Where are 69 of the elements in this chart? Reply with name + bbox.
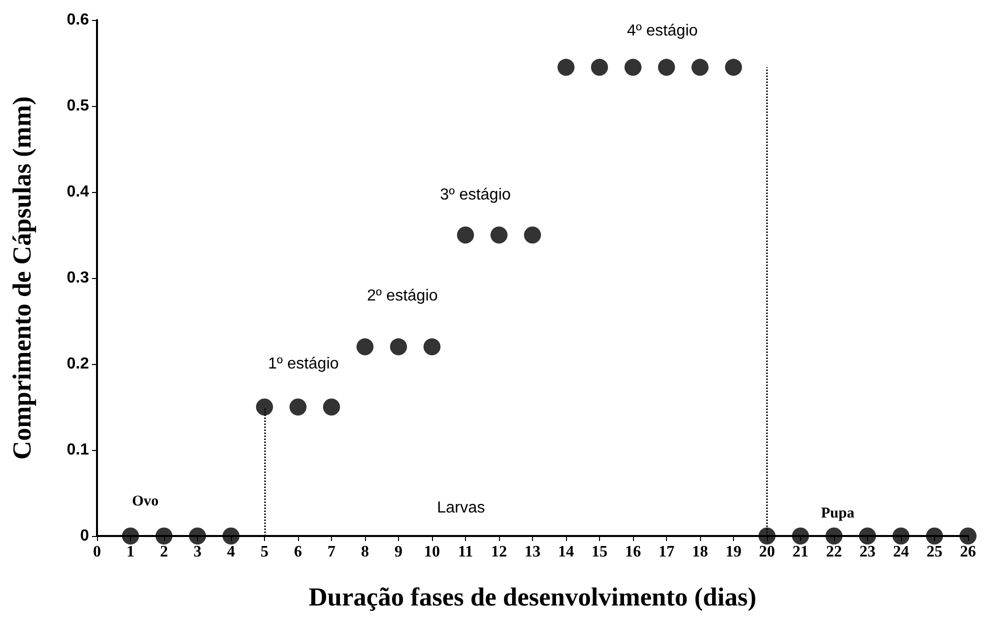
x-tick-label: 20 bbox=[759, 544, 775, 560]
point bbox=[792, 528, 809, 544]
point bbox=[457, 226, 474, 244]
point bbox=[323, 398, 340, 416]
y-tick-label: 0.5 bbox=[66, 98, 90, 114]
y-tick-label: 0.2 bbox=[66, 356, 90, 372]
x-tick-label: 11 bbox=[458, 544, 474, 560]
y-tick-label: 0.3 bbox=[66, 270, 90, 286]
y-tick-label: 0.6 bbox=[66, 12, 90, 28]
point bbox=[960, 528, 976, 544]
x-tick-label: 6 bbox=[294, 544, 302, 560]
annotation: 3º estágio bbox=[440, 186, 511, 204]
annotation: Larvas bbox=[437, 500, 486, 516]
annotation: 1º estágio bbox=[268, 356, 339, 372]
point bbox=[290, 398, 306, 416]
x-tick-label: 21 bbox=[792, 544, 808, 560]
point bbox=[122, 528, 139, 544]
x-tick-label: 24 bbox=[893, 544, 909, 560]
x-tick-label: 15 bbox=[592, 544, 608, 560]
x-tick-label: 8 bbox=[361, 544, 369, 560]
annotation: 2º estágio bbox=[367, 288, 438, 304]
point bbox=[658, 58, 675, 76]
annotation: Ovo bbox=[132, 494, 159, 510]
point bbox=[859, 528, 876, 544]
x-tick-label: 17 bbox=[658, 544, 674, 560]
point bbox=[256, 398, 273, 416]
x-tick-label: 5 bbox=[260, 544, 268, 560]
point bbox=[189, 528, 206, 544]
x-tick-label: 3 bbox=[194, 544, 202, 560]
x-tick-label: 2 bbox=[160, 544, 168, 560]
x-tick-label: 14 bbox=[558, 544, 574, 560]
point bbox=[524, 226, 541, 244]
x-tick-label: 13 bbox=[524, 544, 540, 560]
x-tick-label: 1 bbox=[126, 544, 134, 560]
x-tick-label: 26 bbox=[960, 544, 976, 560]
point bbox=[222, 528, 240, 544]
x-tick-label: 0 bbox=[93, 544, 101, 560]
annotation: 4º estágio bbox=[627, 22, 698, 40]
y-tick-label: 0.1 bbox=[66, 442, 90, 458]
x-tick-label: 10 bbox=[424, 544, 440, 560]
point bbox=[424, 338, 440, 356]
point bbox=[591, 58, 608, 76]
y-tick-label: 0.4 bbox=[66, 184, 90, 200]
x-tick-label: 18 bbox=[692, 544, 708, 560]
point bbox=[892, 528, 910, 544]
annotation: Pupa bbox=[821, 506, 855, 522]
point bbox=[558, 58, 574, 76]
point bbox=[725, 58, 742, 76]
x-tick-label: 4 bbox=[227, 544, 235, 560]
x-tick-label: 12 bbox=[491, 544, 507, 560]
point bbox=[926, 528, 943, 544]
x-axis-title: Duração fases de desenvolvimento (dias) bbox=[308, 582, 756, 612]
x-tick-label: 7 bbox=[328, 544, 336, 560]
point bbox=[390, 338, 407, 356]
y-tick-label: 0 bbox=[80, 528, 90, 544]
point bbox=[624, 58, 642, 76]
point bbox=[490, 226, 508, 244]
x-tick-label: 22 bbox=[826, 544, 842, 560]
y-axis-title: Comprimento de Cápsulas (mm) bbox=[8, 96, 36, 460]
point bbox=[156, 528, 172, 544]
x-tick-label: 9 bbox=[394, 544, 402, 560]
x-tick-label: 19 bbox=[726, 544, 742, 560]
point bbox=[826, 528, 842, 544]
point bbox=[356, 338, 374, 356]
point bbox=[758, 528, 776, 544]
x-tick-label: 16 bbox=[625, 544, 641, 560]
point bbox=[692, 58, 708, 76]
x-tick-label: 25 bbox=[926, 544, 942, 560]
x-tick-label: 23 bbox=[860, 544, 876, 560]
